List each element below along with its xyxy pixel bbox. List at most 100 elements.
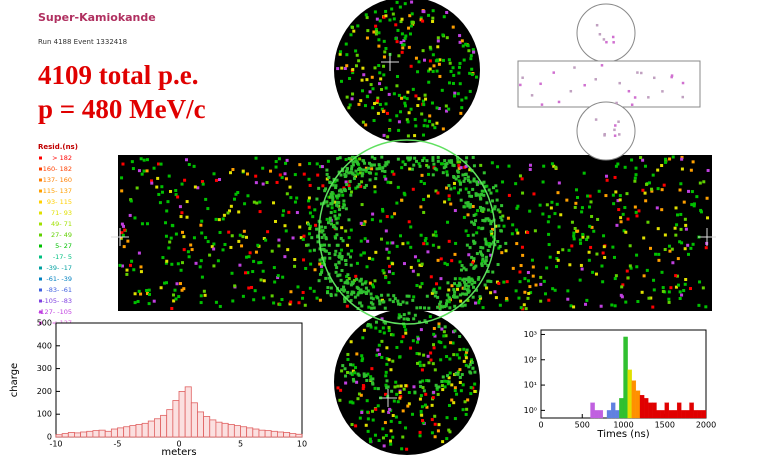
pmt-hit [252,260,255,263]
pmt-hit [447,429,450,432]
pmt-hit [635,214,638,217]
pmt-hit [603,38,606,41]
pmt-hit [370,83,373,86]
pmt-hit [315,198,318,201]
pmt-hit [371,156,374,159]
pmt-hit [439,341,442,344]
pmt-hit [547,220,550,223]
histogram-bar [690,403,694,418]
pmt-hit [484,262,487,265]
pmt-hit [431,17,434,20]
pmt-hit [361,89,364,92]
pmt-hit [346,167,349,170]
pmt-hit [465,293,468,296]
pmt-hit [423,306,426,309]
pmt-hit [402,335,405,338]
pmt-hit [394,23,397,26]
pmt-hit [385,434,388,437]
pmt-hit [362,222,365,225]
pmt-hit [489,280,492,283]
pmt-hit [121,163,124,166]
pmt-hit [414,94,417,97]
pmt-hit [374,408,377,411]
pmt-hit [668,290,671,293]
pmt-hit [459,82,462,85]
pmt-hit [367,430,370,433]
pmt-hit [309,287,312,290]
pmt-hit [398,316,401,319]
pmt-hit [385,102,388,105]
pmt-hit [456,373,459,376]
legend-label: 160- 182 [43,165,72,173]
pmt-hit [690,169,693,172]
pmt-hit [139,293,142,296]
pmt-hit [374,387,377,390]
pmt-hit [507,165,510,168]
pmt-hit [399,391,402,394]
pmt-hit [358,374,361,377]
pmt-hit [625,192,628,195]
pmt-hit [354,366,357,369]
pmt-hit [391,241,394,244]
pmt-hit [274,220,277,223]
pmt-hit [153,300,156,303]
pmt-hit [704,305,707,308]
x-tick-label: 500 [575,421,590,430]
histogram-bar [595,410,599,418]
pmt-hit [426,125,429,128]
legend-label: 49- 71 [51,220,72,228]
pmt-hit [355,352,358,355]
pmt-hit [458,335,461,338]
pmt-hit [440,257,443,260]
pmt-hit [448,404,451,407]
pmt-hit [485,201,488,204]
pmt-hit [635,167,638,170]
pmt-hit [545,266,548,269]
pmt-hit [171,224,174,227]
pmt-hit [369,178,372,181]
pmt-hit [286,159,289,162]
pmt-hit [429,68,432,71]
pmt-hit [504,242,507,245]
pmt-hit [415,284,418,287]
pmt-hit [454,209,457,212]
pmt-hit [461,373,464,376]
pmt-hit [357,168,360,171]
pmt-hit [453,164,456,167]
pmt-hit [388,281,391,284]
pmt-hit [138,169,141,172]
pmt-hit [217,259,220,262]
pmt-hit [219,231,222,234]
pmt-hit [494,184,497,187]
pmt-hit [366,29,369,32]
pmt-hit [193,236,196,239]
pmt-hit [411,413,414,416]
pmt-hit [531,259,534,262]
pmt-hit [465,229,468,232]
pmt-hit [448,58,451,61]
pmt-hit [379,220,382,223]
pmt-hit [297,301,300,304]
histogram-bar [290,434,296,437]
pmt-hit [321,236,324,239]
pmt-hit [379,19,382,22]
pmt-hit [229,171,232,174]
pmt-hit [453,186,456,189]
pmt-hit [452,82,455,85]
pmt-hit [653,77,656,80]
pmt-hit [691,190,694,193]
pmt-hit [453,329,456,332]
pmt-hit [393,92,396,95]
pmt-hit [316,174,319,177]
pmt-hit [684,247,687,250]
pmt-hit [410,266,413,269]
pmt-hit [309,211,312,214]
pmt-hit [366,240,369,243]
pmt-hit [334,186,337,189]
pmt-hit [405,301,408,304]
pmt-hit [461,264,464,267]
pmt-hit [397,158,400,161]
pmt-hit [489,291,492,294]
pmt-hit [454,386,457,389]
pmt-hit [218,178,221,181]
